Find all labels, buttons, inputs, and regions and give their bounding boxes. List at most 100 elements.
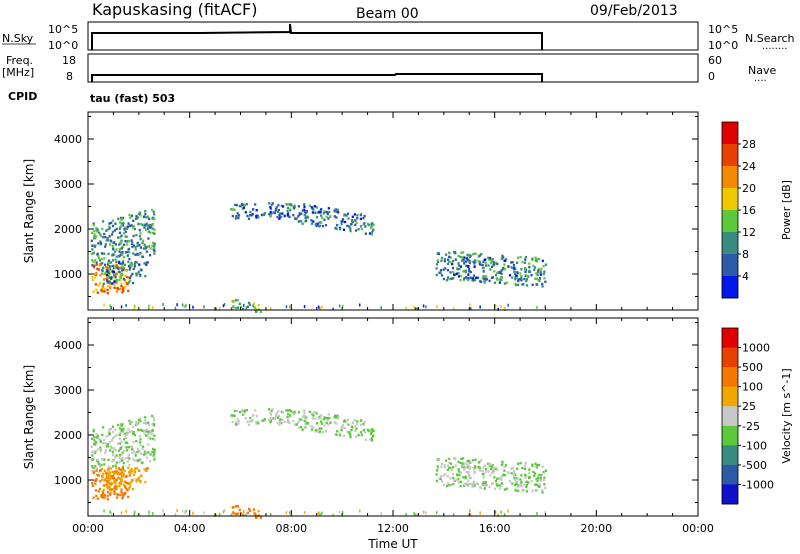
echo-cell <box>140 222 143 226</box>
echo-cell <box>130 430 133 433</box>
echo-cell <box>135 478 138 481</box>
echo-cell <box>120 264 123 268</box>
echo-cell <box>137 272 140 275</box>
echo-cell <box>335 216 338 219</box>
echo-cell <box>91 248 94 251</box>
echo-cell <box>502 268 505 271</box>
echo-cell <box>121 430 124 433</box>
echo-cell <box>340 428 343 432</box>
echo-cell <box>297 411 300 414</box>
echo-cell <box>151 429 154 432</box>
echo-cell <box>114 272 117 275</box>
echo-cell <box>118 433 121 437</box>
colorbar-tick-label: 12 <box>742 226 756 239</box>
echo-cell <box>132 432 135 436</box>
echo-cell <box>109 243 112 246</box>
echo-cell <box>246 511 250 514</box>
nsearch-dots: ........ <box>762 41 787 52</box>
echo-cell <box>542 264 545 268</box>
echo-cell <box>232 505 235 509</box>
freq-left-tick-top: 18 <box>62 54 76 67</box>
echo-cell <box>488 257 491 260</box>
echo-cell <box>114 258 117 261</box>
echo-cell <box>95 227 98 230</box>
echo-cell <box>92 471 95 475</box>
colorbar-swatch <box>722 347 738 368</box>
echo-cell <box>118 456 121 459</box>
echo-cell <box>467 276 470 280</box>
echo-cell <box>457 470 461 473</box>
echo-cell <box>123 263 126 266</box>
echo-cell <box>139 480 142 484</box>
echo-cell <box>235 217 238 220</box>
echo-cell <box>136 244 139 248</box>
echo-cell <box>115 248 118 251</box>
echo-cell <box>514 282 517 286</box>
echo-cell <box>496 468 499 472</box>
echo-cell <box>119 262 122 265</box>
echo-cell <box>97 448 100 451</box>
echo-cell <box>435 473 438 476</box>
echo-cell <box>469 303 471 307</box>
echo-cell <box>533 268 536 271</box>
echo-cell <box>130 239 133 242</box>
echo-cell <box>98 264 101 267</box>
echo-cell <box>125 303 127 307</box>
echo-cell <box>288 511 291 515</box>
colorbar-swatch <box>722 386 738 407</box>
echo-cell <box>152 241 155 245</box>
echo-cell <box>337 211 340 214</box>
x-tick-label: 00:00 <box>72 522 104 535</box>
echo-cell <box>500 475 503 478</box>
echo-cell <box>122 255 125 259</box>
echo-cell <box>93 244 96 247</box>
echo-cell <box>106 469 110 472</box>
echo-cell <box>370 439 374 442</box>
echo-cell <box>517 279 520 283</box>
echo-cell <box>475 482 478 485</box>
echo-cell <box>145 467 148 470</box>
echo-cell <box>91 484 94 488</box>
colorbar-tick-label: 500 <box>742 361 763 374</box>
echo-cell <box>130 480 133 484</box>
echo-cell <box>473 265 476 268</box>
echo-cell <box>435 267 438 270</box>
echo-cell <box>145 250 148 253</box>
echo-cell <box>103 469 107 472</box>
echo-cell <box>497 307 499 311</box>
echo-cell <box>132 244 136 247</box>
echo-cell <box>497 513 499 517</box>
echo-cell <box>104 266 108 269</box>
echo-cell <box>94 443 97 446</box>
echo-cell <box>121 261 124 264</box>
echo-cell <box>538 474 541 477</box>
echo-cell <box>103 496 106 499</box>
echo-cell <box>362 429 365 432</box>
echo-cell <box>115 260 118 264</box>
echo-cell <box>481 277 484 280</box>
echo-cell <box>124 274 127 277</box>
echo-cell <box>127 225 130 228</box>
echo-cell <box>439 477 442 481</box>
x-tick-label: 04:00 <box>174 522 206 535</box>
echo-cell <box>118 221 122 224</box>
echo-cell <box>326 418 329 422</box>
echo-cell <box>111 460 114 463</box>
echo-cell <box>236 418 239 421</box>
echo-cell <box>494 273 497 277</box>
echo-cell <box>117 473 120 476</box>
echo-cell <box>502 474 505 477</box>
echo-cell <box>326 417 329 420</box>
echo-cell <box>480 459 483 462</box>
echo-cell <box>139 274 142 278</box>
echo-cell <box>535 272 538 275</box>
echo-cell <box>109 304 111 308</box>
echo-cell <box>473 471 476 474</box>
echo-cell <box>162 302 164 306</box>
echo-cell <box>334 208 337 211</box>
echo-cell <box>468 267 471 271</box>
echo-cell <box>118 461 121 464</box>
echo-cell <box>120 247 123 250</box>
echo-cell <box>422 510 425 514</box>
echo-cell <box>124 240 127 243</box>
